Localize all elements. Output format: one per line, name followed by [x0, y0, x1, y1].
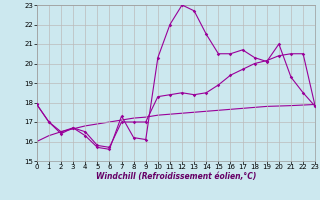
X-axis label: Windchill (Refroidissement éolien,°C): Windchill (Refroidissement éolien,°C) [96, 172, 256, 181]
